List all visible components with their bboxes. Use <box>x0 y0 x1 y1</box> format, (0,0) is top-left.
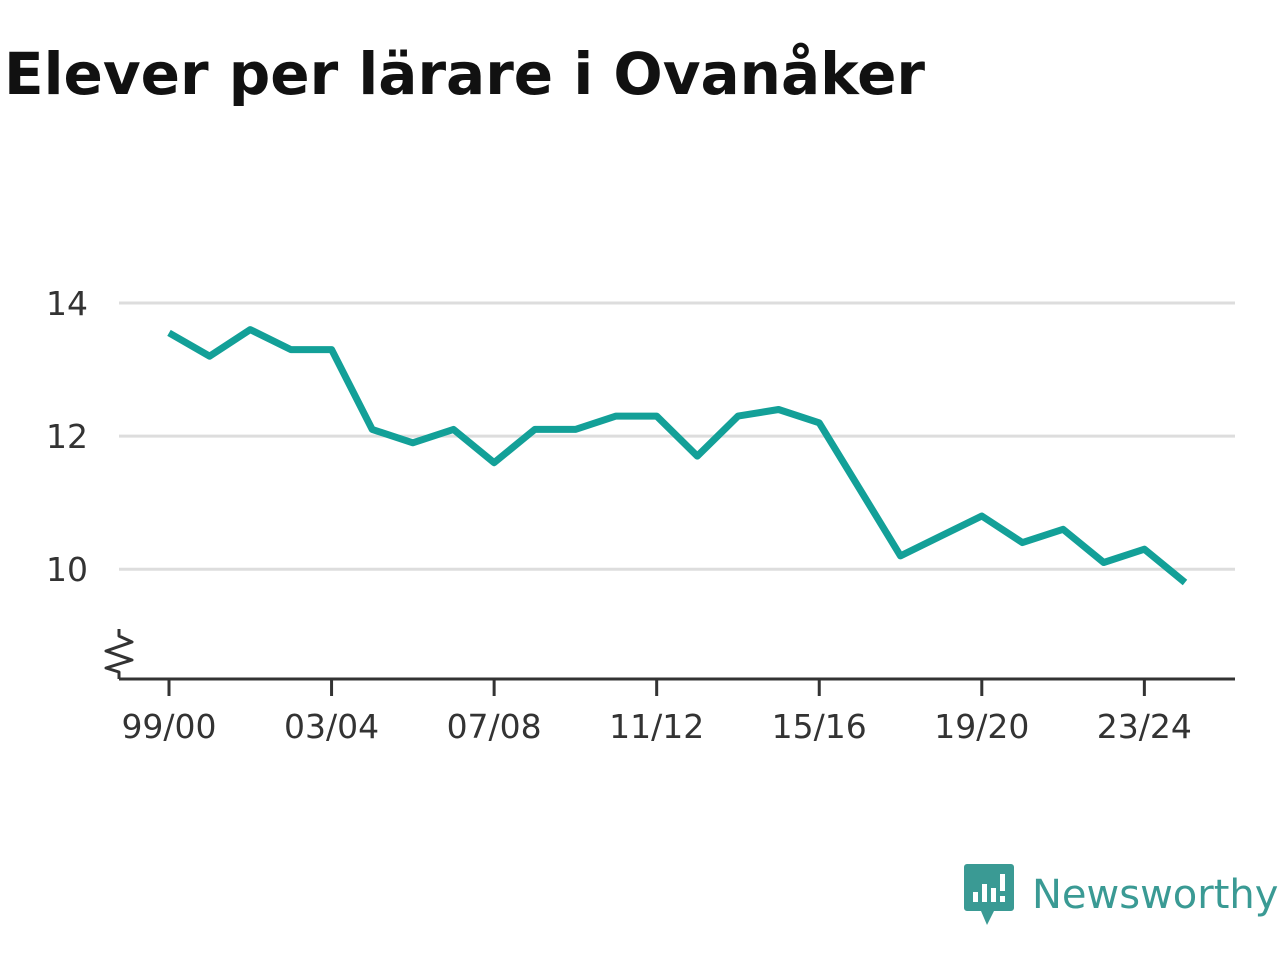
x-axis-ticks <box>167 679 1146 696</box>
y-axis-labels: 10 12 14 <box>46 284 88 589</box>
x-tick-label-11/12: 11/12 <box>609 707 704 746</box>
x-tick-label-19/20: 19/20 <box>934 707 1029 746</box>
series-line <box>167 326 1188 586</box>
x-tick-label-23/24: 23/24 <box>1097 707 1192 746</box>
y-tick-label-12: 12 <box>46 417 88 456</box>
y-tick-label-14: 14 <box>46 284 88 323</box>
x-axis <box>104 629 1235 681</box>
y-axis-break-icon <box>104 629 134 679</box>
x-tick-label-03/04: 03/04 <box>284 707 379 746</box>
y-tick-label-10: 10 <box>46 550 88 589</box>
chart-title: Elever per lärare i Ovanåker <box>4 40 926 108</box>
x-axis-labels: 99/00 03/04 07/08 11/12 15/16 19/20 23/24 <box>121 707 1191 746</box>
x-tick-label-15/16: 15/16 <box>772 707 867 746</box>
newsworthy-logo: Newsworthy <box>964 864 1278 926</box>
bar-chart-speech-bubble-icon <box>964 864 1014 925</box>
x-tick-label-07/08: 07/08 <box>447 707 542 746</box>
x-tick-label-99/00: 99/00 <box>121 707 216 746</box>
brand-name: Newsworthy <box>1032 872 1279 918</box>
